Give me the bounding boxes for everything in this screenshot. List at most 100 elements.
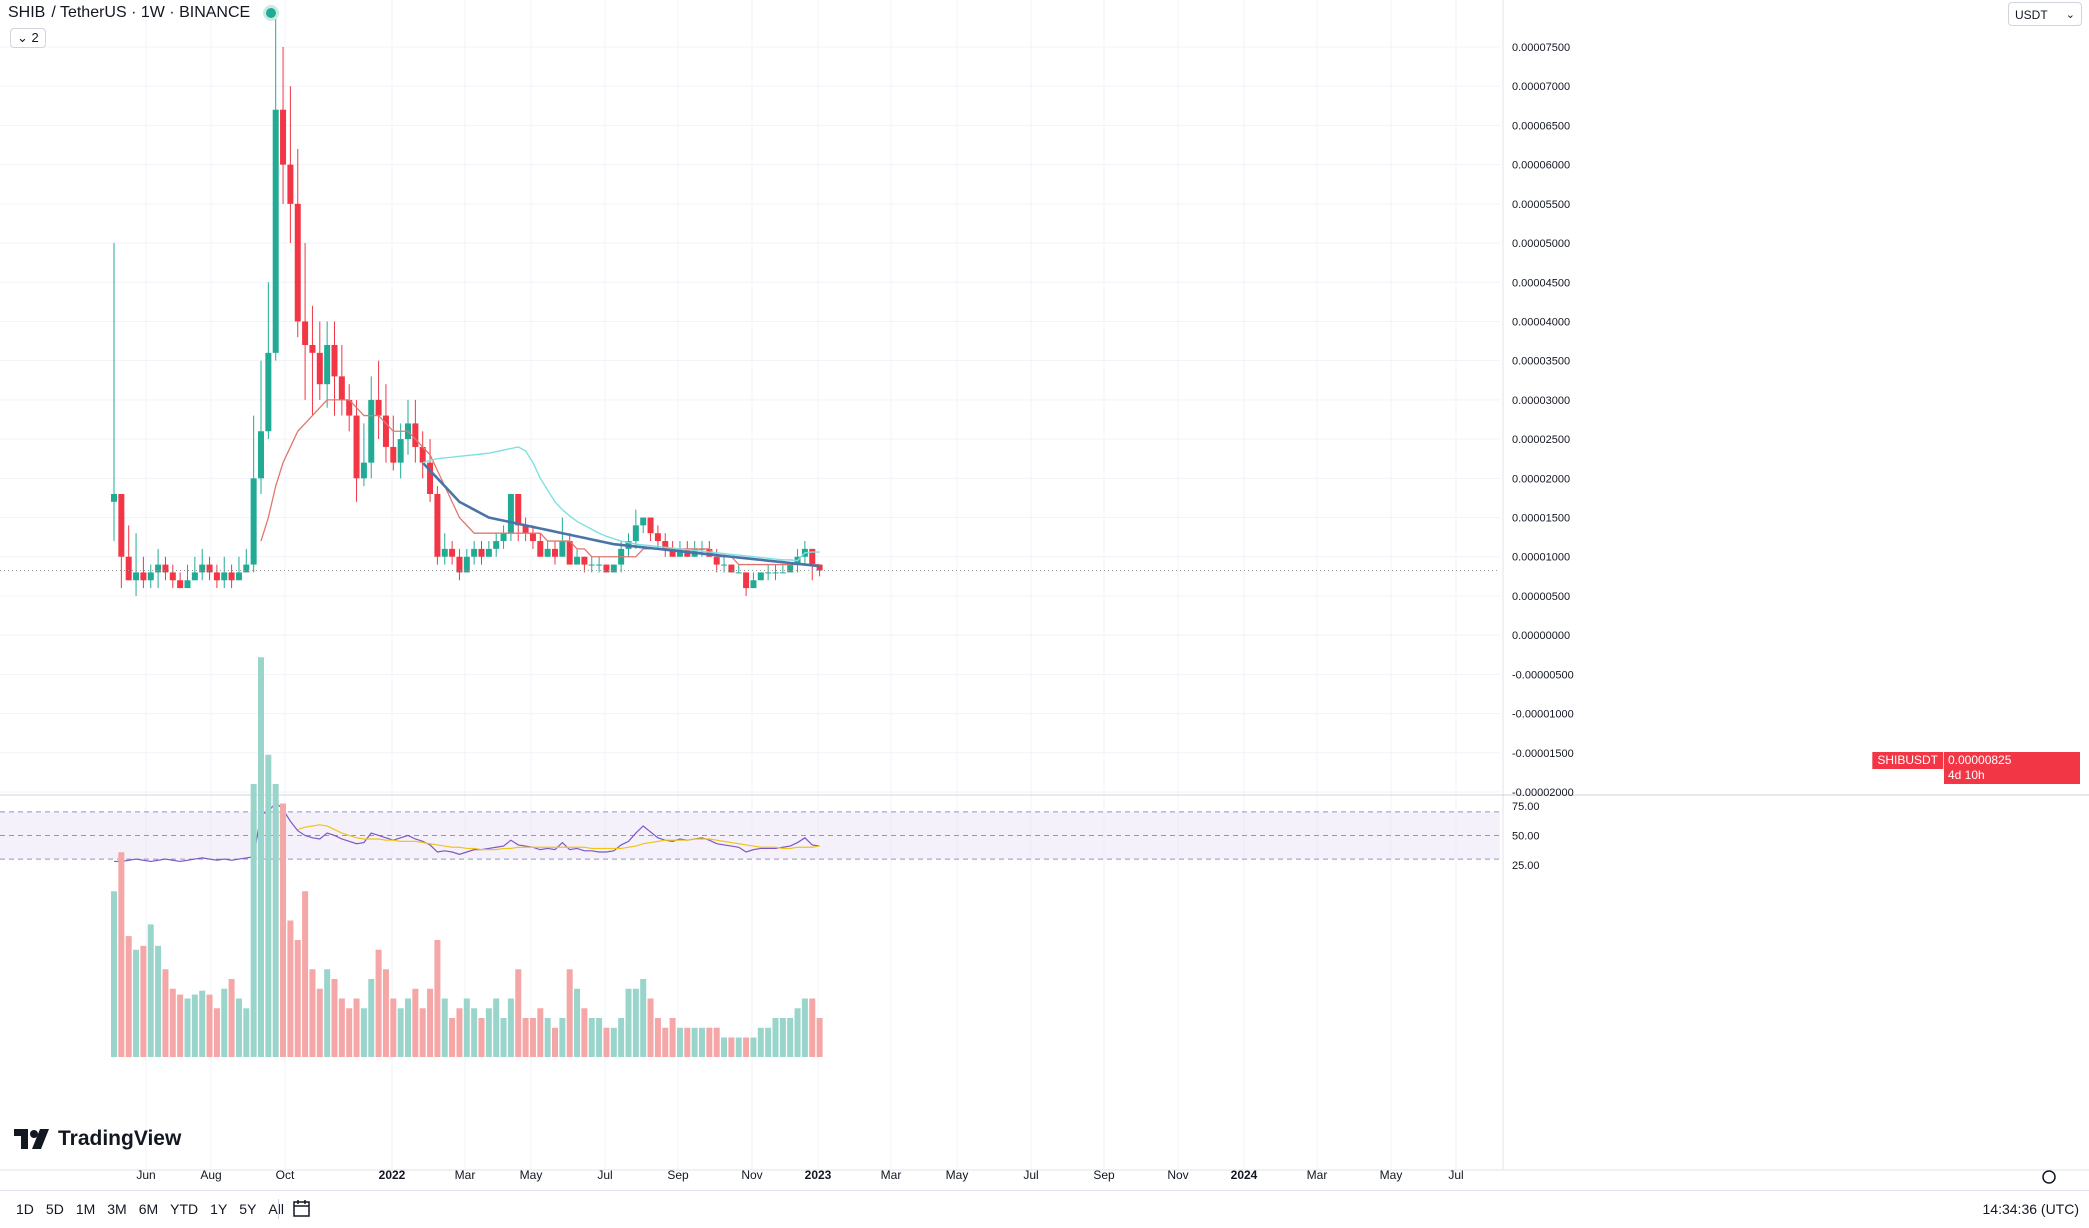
volume-bar [699,1027,705,1057]
range-button-all[interactable]: All [268,1201,284,1217]
candle [221,556,228,589]
price-tick-label: 0.00000000 [1512,630,1570,642]
volume-bar [809,998,816,1057]
volume-bar [412,988,419,1057]
price-tick-label: 0.00005500 [1512,199,1570,211]
candle-body [728,564,735,573]
price-axis[interactable]: 0.00007500 0.00007000 0.00006500 0.00006000… [1512,42,1574,799]
candle [610,564,617,573]
range-button-5y[interactable]: 5Y [239,1201,257,1217]
candle [507,494,514,542]
candle [750,572,757,589]
utc-clock[interactable]: 14:34:36 (UTC) [1982,1201,2079,1217]
price-tick-label: 0.00003500 [1512,356,1570,368]
symbol-legend[interactable]: SHIB / TetherUS · 1W · BINANCE [8,4,277,22]
currency-select[interactable]: USDT ⌄ [2008,2,2082,26]
price-tick-label: 0.00004000 [1512,316,1570,328]
candle-body [654,533,661,542]
candle [265,282,272,440]
bar-countdown: 4d 10h [1948,768,1985,782]
candle-body [147,572,154,581]
candle-body [331,345,338,377]
candle-body [368,399,375,463]
volume-bar [265,754,272,1057]
volume-bar [618,1018,625,1057]
candle-body [169,572,176,581]
candle [191,556,198,581]
candle-body [360,462,367,479]
calendar-goto-icon[interactable] [292,1198,312,1223]
volume-bar [235,998,242,1057]
price-tick-label: 0.00005000 [1512,238,1570,250]
volume-bar [162,969,169,1057]
range-button-3m[interactable]: 3M [107,1201,127,1217]
volume-bar [118,852,125,1057]
candle-body [382,415,389,447]
candle-body [309,345,316,353]
tradingview-logo-icon [14,1129,49,1149]
candle-body [478,548,485,557]
volume-bar [272,784,279,1057]
price-chart[interactable]: 0.00007500 0.00007000 0.00006500 0.00006000… [0,0,2089,1190]
candle-body [779,572,786,574]
candle [250,415,257,573]
candle-body [397,439,404,463]
market-status-icon [266,8,277,18]
volume-bar [728,1037,735,1057]
price-tick-label: 0.00003000 [1512,395,1570,407]
candle [375,360,382,440]
volume-bar [552,1027,558,1057]
candle [552,541,558,565]
volume-bar [493,998,500,1057]
candle [574,548,581,565]
candle [566,533,573,565]
candle-body [507,494,514,534]
price-tick-label: 0.00002000 [1512,473,1570,485]
candle [118,494,125,589]
ticker-label: SHIBUSDT [1872,752,1943,769]
candle-body [441,548,448,557]
volume-bar [427,988,434,1057]
candle [294,148,301,338]
candle-body [603,564,610,573]
candle [155,548,162,589]
candle-body [177,580,184,589]
range-button-ytd[interactable]: YTD [170,1201,199,1217]
volume-bar [405,998,411,1057]
candle [111,243,117,542]
candle-body [588,564,595,566]
volume-bar [111,891,117,1057]
candle-body [743,572,750,589]
volume-bar [360,1008,367,1057]
candle-body [735,572,742,574]
candle-body [471,548,478,557]
candle-body [713,556,720,565]
range-button-1d[interactable]: 1D [16,1201,34,1217]
volume-bar [801,998,808,1057]
volume-bar [125,936,132,1057]
range-button-6m[interactable]: 6M [138,1201,159,1217]
candle-body [493,541,500,549]
candle-body [647,517,654,534]
settings-gear-icon[interactable] [2042,1170,2056,1184]
rsi-axis[interactable]: 75.00 50.00 25.00 [1512,801,1540,872]
candle-body [294,203,301,322]
candle [735,564,742,574]
time-axis[interactable]: Jun Aug Oct 2022 Mar May Jul Sep Nov 2023 Mar May Ju… [136,1168,2056,1184]
candle-body [787,564,794,573]
tradingview-logo[interactable]: TradingView [14,1127,181,1151]
volume-bar [213,1008,220,1057]
candle [596,556,603,573]
range-button-5d[interactable]: 5D [45,1201,64,1217]
candle [779,564,786,574]
candle-body [206,564,213,573]
candle [721,556,728,573]
indicators-toggle-button[interactable]: ⌄ 2 [10,28,46,48]
rsi-ma-line [297,824,820,851]
volume-bar [522,1018,529,1057]
candle [816,564,823,577]
candle [787,564,794,573]
candle [199,548,206,581]
range-button-1y[interactable]: 1Y [210,1201,228,1217]
range-button-1m[interactable]: 1M [75,1201,96,1217]
